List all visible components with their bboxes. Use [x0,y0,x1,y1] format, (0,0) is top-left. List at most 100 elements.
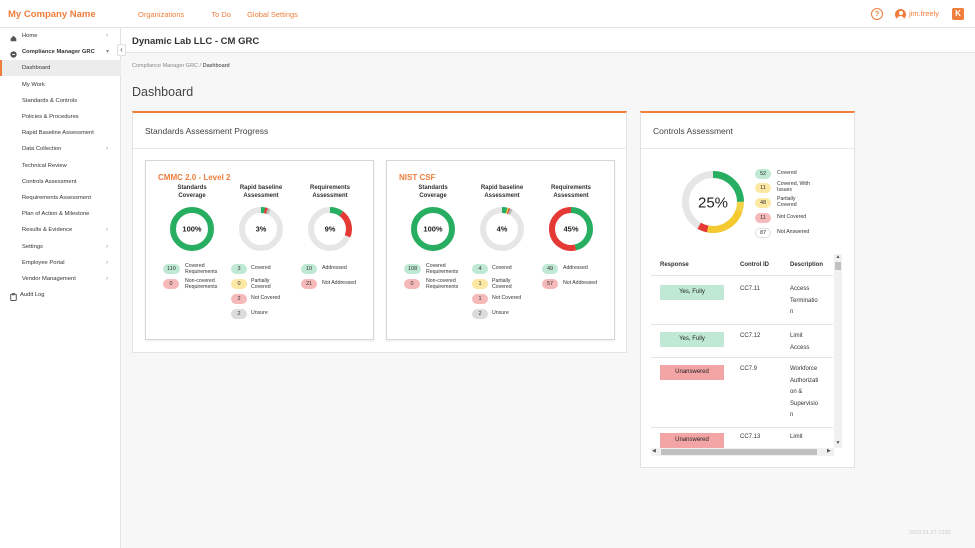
column-heading: Rapid baseline Assessment [467,185,537,200]
nav-todo[interactable]: To Do [211,10,231,19]
control-id[interactable]: CC7.11 [740,286,760,292]
breadcrumb-parent[interactable]: Compliance Manager GRC [132,63,199,69]
nav-global-settings[interactable]: Global Settings [247,10,298,19]
noncovered-requirements-label: Non-covered Requirements [426,278,459,290]
sidebar-item-results-evidence[interactable]: Results & Evidence › [0,222,121,238]
sidebar-item-label: Vendor Management [22,276,76,282]
sidebar-item-employee-portal[interactable]: Employee Portal › [0,255,121,271]
covered-requirements-label: Covered Requirements [185,263,218,275]
rapid-notcovered-count: 2 [231,294,247,304]
sidebar-item-label: Dashboard [22,65,51,72]
nav-organizations[interactable]: Organizations [138,10,185,19]
sidebar-item-label: Plan of Action & Milestone [22,211,90,218]
sidebar-item-requirements-assessment[interactable]: Requirements Assessment [0,190,121,206]
sidebar-item-data-collection[interactable]: Data Collection › [0,141,121,157]
horizontal-scrollbar[interactable]: ◀ ▶ [651,448,834,456]
sidebar-item-compliance-manager-grc[interactable]: Compliance Manager GRC ▾ [0,44,121,60]
requirements-notaddressed-label: Not Addressed [322,280,357,286]
rapid-unsure-label: Unsure [492,310,509,316]
rapid-partial-label: Partially Covered [492,278,512,290]
chevron-right-icon: › [106,276,108,282]
framework-name[interactable]: CMMC 2.0 - Level 2 [158,173,231,182]
progress-donut-chart: 3% [239,207,283,251]
donut-segment-addressed[interactable] [329,207,344,217]
brand-name[interactable]: My Company Name [8,9,96,20]
collapse-sidebar-icon[interactable]: ‹ [117,44,126,56]
scroll-up-icon[interactable]: ▲ [835,254,841,260]
sidebar-item-controls-assessment[interactable]: Controls Assessment [0,174,121,190]
scroll-right-icon[interactable]: ▶ [827,448,831,454]
sidebar-item-policies-procedures[interactable]: Policies & Procedures [0,109,121,125]
donut-segment-covered-with-issues[interactable] [735,201,744,212]
scroll-down-icon[interactable]: ▼ [835,440,841,446]
controls-card-title: Controls Assessment [653,126,733,136]
sidebar-item-label: My Work [22,81,45,88]
column-heading: Rapid baseline Assessment [226,185,296,200]
heading-line: Assessment [243,192,279,199]
requirements-addressed-label: Addressed [322,265,347,271]
scroll-thumb-h[interactable] [661,449,817,455]
donut-segment-covered[interactable] [501,207,508,214]
version-footer: 2023.01.27-1220 [909,530,951,536]
clipboard-icon [10,292,17,302]
app-logo-icon[interactable]: K [952,8,964,20]
donut-segment-covered[interactable] [712,171,744,203]
sidebar-item-standards-controls[interactable]: Standards & Controls [0,93,121,109]
control-description: Limit Access [790,331,832,354]
donut-segment-notaddressed[interactable] [339,211,352,238]
cm-icon [10,49,17,58]
donut-segment-not-covered[interactable] [697,222,709,233]
donut-segment-addressed[interactable] [570,207,593,251]
sidebar-item-dashboard[interactable]: Dashboard [0,60,121,77]
donut-segment-covered[interactable] [170,207,214,251]
response-badge[interactable]: Yes, Fully [660,285,724,300]
sidebar-item-rapid-baseline-assessment[interactable]: Rapid Baseline Assessment [0,125,121,141]
donut-segment-unsure[interactable] [507,208,513,215]
donut-segment-partially-covered[interactable] [706,209,743,233]
vertical-scrollbar[interactable]: ▲ ▼ [834,254,842,448]
rapid-covered-count: 3 [231,264,247,274]
requirements-notaddressed-count: 57 [542,279,558,289]
heading-line: Rapid baseline [239,185,283,191]
heading-line: Coverage [178,192,206,199]
standards-card-title: Standards Assessment Progress [145,126,269,136]
sidebar-item-audit-log[interactable]: Audit Log [0,287,121,303]
col-control-id[interactable]: Control ID [740,262,769,268]
donut-segment-notcovered[interactable] [263,207,268,214]
control-description: Limit [790,432,832,444]
control-description: Access Terminatio n [790,284,832,319]
sidebar-item-technical-review[interactable]: Technical Review [0,158,121,174]
control-id[interactable]: CC7.13 [740,434,761,440]
sidebar-item-label: Standards & Controls [22,97,78,104]
controls-legend-label: Covered, With Issues [777,181,810,193]
response-badge[interactable]: Unanswered [660,365,724,380]
controls-legend-count: 11 [755,183,771,193]
response-badge[interactable]: Unanswered [660,433,724,448]
sidebar-item-plan-of-action-milestone[interactable]: Plan of Action & Milestone [0,206,121,222]
user-menu[interactable]: jim.freely [895,8,939,20]
sidebar-item-settings[interactable]: Settings › [0,239,121,255]
donut-segment-notaddressed[interactable] [549,207,577,251]
sidebar-item-my-work[interactable]: My Work [0,77,121,93]
control-id[interactable]: CC7.12 [740,333,761,339]
col-response[interactable]: Response [660,262,689,268]
response-badge[interactable]: Yes, Fully [660,332,724,347]
help-icon[interactable]: ? [871,8,883,20]
scroll-left-icon[interactable]: ◀ [652,448,656,454]
donut-segment-unsure[interactable] [265,208,271,215]
col-description[interactable]: Description [790,262,824,268]
card-divider [641,148,854,149]
sidebar-item-vendor-management[interactable]: Vendor Management › [0,271,121,287]
rapid-notcovered-count: 1 [472,294,488,304]
noncovered-requirements-count: 0 [163,279,179,289]
heading-line: Rapid baseline [480,185,524,191]
scroll-thumb[interactable] [835,262,841,270]
card-divider [133,148,626,149]
control-id[interactable]: CC7.9 [740,366,758,372]
requirements-addressed-count: 49 [542,264,558,274]
heading-line: Assessment [312,192,348,199]
donut-segment-covered[interactable] [411,207,455,251]
framework-name[interactable]: NIST CSF [399,173,436,182]
controls-legend-label: Covered [777,170,797,176]
sidebar-item-home[interactable]: Home › [0,28,121,44]
